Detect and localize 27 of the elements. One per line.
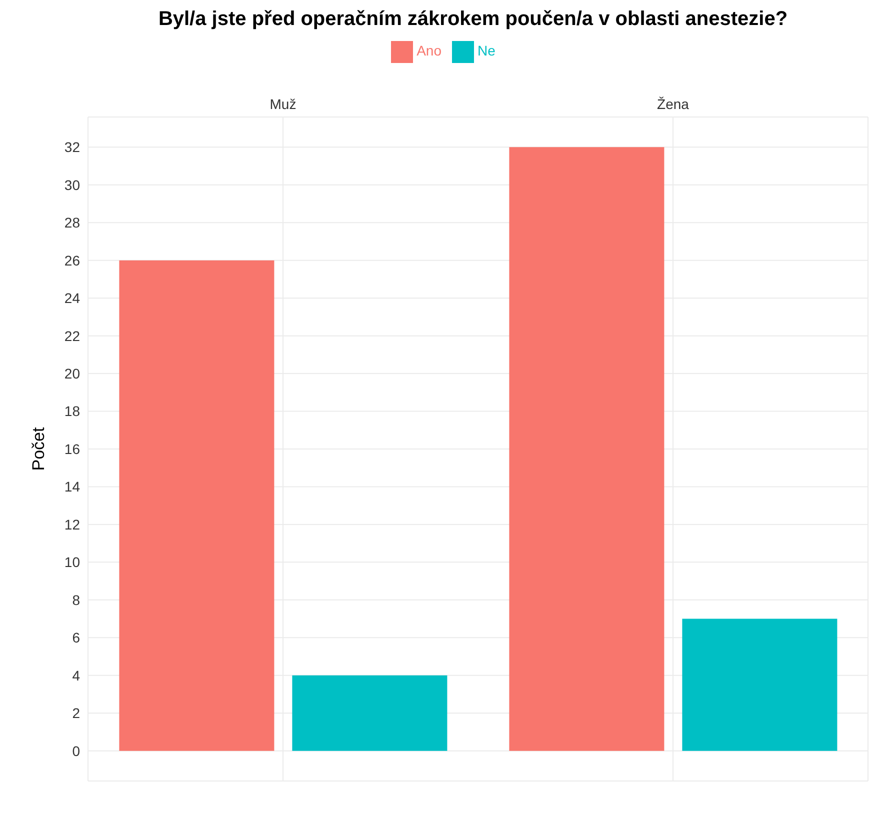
y-tick-label: 10 <box>64 554 80 570</box>
y-tick-label: 6 <box>72 630 80 646</box>
y-tick-label: 4 <box>72 667 80 684</box>
y-tick-label: 22 <box>64 328 80 344</box>
y-tick-label: 26 <box>64 252 80 268</box>
y-tick-label: 12 <box>64 516 80 532</box>
x-tick-label: Žena <box>657 96 690 112</box>
y-tick-label: 16 <box>64 440 80 457</box>
x-tick-label: Muž <box>270 96 296 112</box>
bar <box>292 675 448 751</box>
bar <box>682 618 838 751</box>
chart-title: Byl/a jste před operačním zákrokem poučen/a v oblasti anestezie? <box>157 8 789 31</box>
y-tick-label: 2 <box>72 705 80 722</box>
legend-label: Ne <box>478 42 496 59</box>
y-tick-label: 24 <box>64 290 80 306</box>
legend-label: Ano <box>416 42 442 59</box>
y-tick-label: 18 <box>64 403 80 420</box>
bar <box>509 147 664 751</box>
y-tick-label: 32 <box>64 139 80 156</box>
y-tick-label: 20 <box>64 366 80 382</box>
y-tick-label: 8 <box>72 592 80 608</box>
y-tick-label: 28 <box>64 214 80 231</box>
bar <box>119 260 274 751</box>
y-axis-title: Počet <box>29 426 48 471</box>
y-tick-label: 0 <box>72 742 80 759</box>
y-tick-label: 14 <box>64 478 80 495</box>
y-tick-label: 30 <box>64 176 80 193</box>
